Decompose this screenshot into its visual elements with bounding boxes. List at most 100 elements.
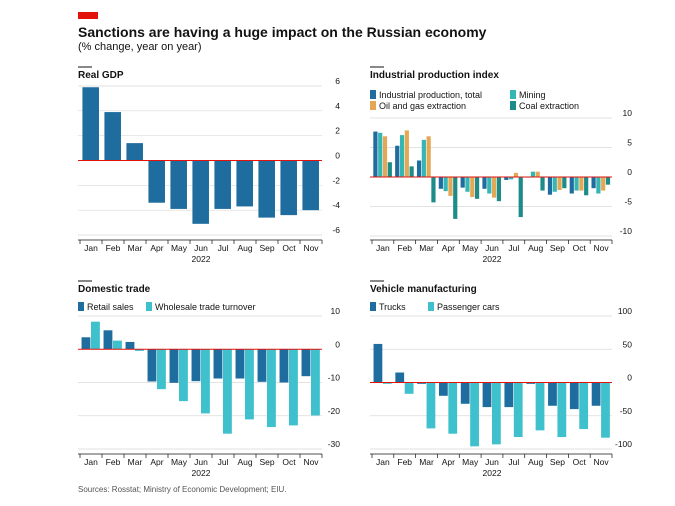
bar bbox=[125, 341, 135, 350]
legend-swatch bbox=[428, 302, 434, 311]
y-tick-label: -50 bbox=[620, 406, 633, 416]
chart-title: Vehicle manufacturing bbox=[370, 284, 477, 295]
bar bbox=[518, 177, 523, 218]
bar bbox=[482, 177, 487, 189]
chart-panel-1: Real GDP 6 4 2 0 -2 -4 -6 Jan Feb Mar Apr May Jun Jul A… bbox=[78, 66, 340, 264]
bar bbox=[453, 177, 458, 219]
bar bbox=[135, 349, 144, 351]
legend-swatch bbox=[370, 101, 376, 110]
legend-swatch bbox=[510, 90, 516, 99]
bar bbox=[126, 143, 143, 161]
chart-title: Real GDP bbox=[78, 70, 124, 81]
x-tick-label: Apr bbox=[150, 457, 163, 467]
bar bbox=[279, 349, 289, 383]
bar bbox=[280, 160, 297, 216]
y-tick-label: 0 bbox=[335, 151, 340, 161]
x-tick-label: Aug bbox=[528, 243, 543, 253]
x-year-label: 2022 bbox=[192, 254, 211, 264]
y-tick-label: 10 bbox=[623, 108, 633, 118]
x-tick-label: Nov bbox=[594, 243, 610, 253]
x-year-label: 2022 bbox=[483, 254, 502, 264]
x-tick-label: Jan bbox=[84, 457, 98, 467]
x-tick-label: Oct bbox=[573, 457, 587, 467]
y-tick-label: -4 bbox=[332, 200, 340, 210]
x-tick-label: Sep bbox=[550, 457, 565, 467]
y-tick-label: 0 bbox=[627, 373, 632, 383]
bar bbox=[504, 382, 514, 408]
bar bbox=[416, 160, 422, 177]
x-tick-label: Jul bbox=[508, 457, 519, 467]
x-tick-label: Jan bbox=[84, 243, 98, 253]
bar bbox=[104, 112, 121, 161]
x-tick-label: May bbox=[462, 457, 479, 467]
x-year-label: 2022 bbox=[192, 468, 211, 478]
bar bbox=[574, 177, 579, 191]
x-tick-label: May bbox=[171, 457, 188, 467]
x-tick-label: Jul bbox=[218, 243, 229, 253]
bar bbox=[509, 177, 514, 180]
brand-red-tag bbox=[78, 12, 98, 19]
x-tick-label: May bbox=[171, 243, 188, 253]
x-tick-label: Oct bbox=[282, 243, 296, 253]
chart-panel-2: Industrial production index Industrial pr… bbox=[370, 66, 633, 264]
bar bbox=[387, 162, 392, 177]
bar bbox=[382, 136, 388, 177]
bar bbox=[496, 177, 501, 202]
bar bbox=[214, 160, 231, 209]
y-tick-label: 0 bbox=[335, 339, 340, 349]
x-tick-label: Nov bbox=[303, 457, 319, 467]
bar bbox=[513, 172, 519, 177]
y-tick-label: -10 bbox=[328, 373, 341, 383]
legend-swatch bbox=[370, 302, 376, 311]
chart-panel-3: Domestic trade Retail sales Wholesale trad… bbox=[78, 280, 341, 478]
bar bbox=[492, 382, 501, 445]
x-tick-label: Jun bbox=[485, 457, 499, 467]
x-tick-label: Mar bbox=[419, 457, 434, 467]
bar bbox=[426, 382, 436, 429]
bar bbox=[147, 349, 157, 382]
bar bbox=[548, 382, 557, 406]
source-note: Sources: Rosstat; Ministry of Economic D… bbox=[78, 485, 287, 494]
legend-label: Wholesale trade turnover bbox=[155, 302, 256, 312]
bar bbox=[267, 349, 276, 428]
legend-label: Industrial production, total bbox=[379, 90, 482, 100]
bar bbox=[601, 382, 610, 438]
bar bbox=[465, 177, 470, 192]
bar bbox=[421, 139, 426, 177]
x-tick-label: Sep bbox=[259, 457, 274, 467]
y-tick-label: -2 bbox=[332, 175, 340, 185]
x-tick-label: Aug bbox=[528, 457, 543, 467]
bar bbox=[460, 177, 465, 188]
page-title: Sanctions are having a huge impact on th… bbox=[78, 24, 487, 40]
bar bbox=[179, 349, 188, 402]
y-tick-label: -100 bbox=[615, 439, 632, 449]
x-tick-label: Mar bbox=[128, 457, 143, 467]
bar bbox=[373, 343, 383, 383]
y-tick-label: -6 bbox=[332, 225, 340, 235]
legend-swatch bbox=[78, 302, 84, 311]
bar bbox=[535, 382, 545, 431]
x-tick-label: Mar bbox=[419, 243, 434, 253]
bar bbox=[373, 131, 378, 177]
y-tick-label: 4 bbox=[335, 101, 340, 111]
bar bbox=[157, 349, 166, 390]
bar bbox=[504, 177, 509, 180]
bar bbox=[513, 382, 523, 438]
page-subtitle: (% change, year on year) bbox=[78, 41, 202, 53]
bar bbox=[245, 349, 254, 420]
x-tick-label: Jun bbox=[194, 457, 208, 467]
bar bbox=[448, 382, 458, 434]
bar bbox=[448, 177, 453, 196]
bar bbox=[169, 349, 179, 383]
bar bbox=[438, 177, 443, 189]
bar bbox=[591, 177, 596, 189]
y-tick-label: 50 bbox=[623, 339, 633, 349]
bar bbox=[404, 382, 414, 394]
bar bbox=[569, 382, 579, 410]
bar bbox=[605, 177, 611, 185]
bar bbox=[235, 349, 245, 379]
bar bbox=[470, 382, 479, 447]
bar bbox=[417, 382, 426, 384]
bar bbox=[562, 177, 567, 189]
